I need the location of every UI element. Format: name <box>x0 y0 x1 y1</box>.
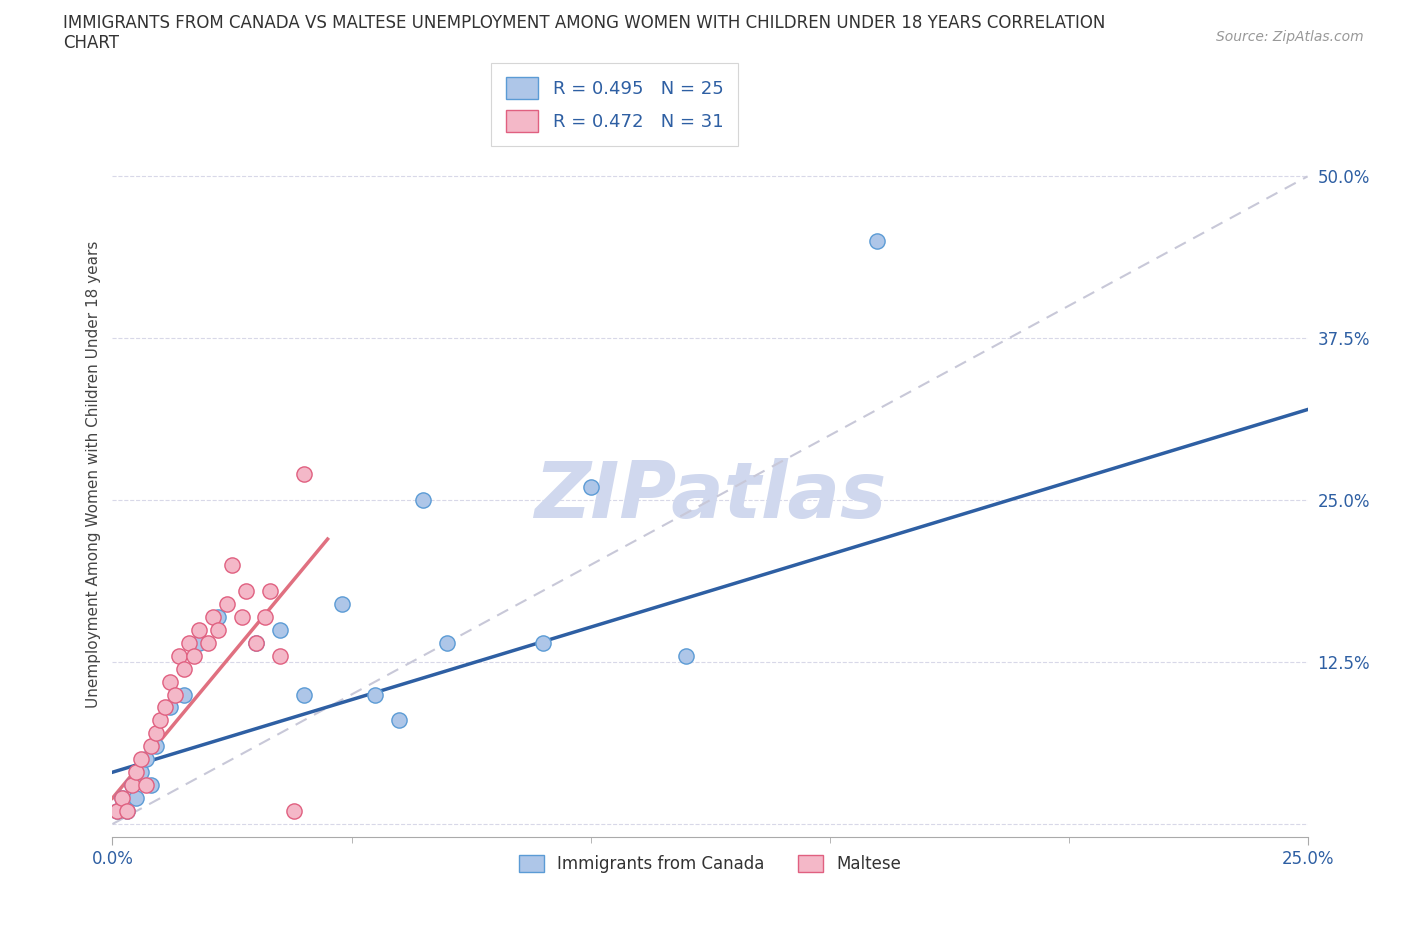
Point <box>121 777 143 792</box>
Point <box>115 804 138 818</box>
Point <box>235 583 257 598</box>
Text: CHART: CHART <box>63 34 120 52</box>
Point <box>125 790 148 805</box>
Point <box>139 738 162 753</box>
Point <box>105 804 128 818</box>
Point <box>169 648 191 663</box>
Point <box>173 687 195 702</box>
Point <box>259 583 281 598</box>
Point <box>269 622 291 637</box>
Point <box>145 738 167 753</box>
Point <box>292 467 315 482</box>
Point <box>129 764 152 779</box>
Point <box>207 609 229 624</box>
Point <box>163 687 186 702</box>
Point <box>197 635 219 650</box>
Point <box>125 764 148 779</box>
Point <box>364 687 387 702</box>
Point <box>245 635 267 650</box>
Point <box>283 804 305 818</box>
Point <box>531 635 554 650</box>
Point <box>159 700 181 715</box>
Point <box>579 480 602 495</box>
Point <box>231 609 253 624</box>
Point <box>254 609 277 624</box>
Point <box>173 661 195 676</box>
Point <box>159 674 181 689</box>
Point <box>153 700 176 715</box>
Point <box>207 622 229 637</box>
Point <box>330 596 353 611</box>
Point <box>129 751 152 766</box>
Point <box>201 609 224 624</box>
Point <box>145 726 167 741</box>
Point <box>436 635 458 650</box>
Point <box>866 233 889 248</box>
Point <box>675 648 697 663</box>
Point <box>388 713 411 728</box>
Point <box>221 558 243 573</box>
Text: ZIPatlas: ZIPatlas <box>534 458 886 534</box>
Point <box>121 777 143 792</box>
Point <box>111 790 134 805</box>
Text: IMMIGRANTS FROM CANADA VS MALTESE UNEMPLOYMENT AMONG WOMEN WITH CHILDREN UNDER 1: IMMIGRANTS FROM CANADA VS MALTESE UNEMPL… <box>63 14 1105 32</box>
Point <box>115 804 138 818</box>
Point <box>111 790 134 805</box>
Point <box>217 596 239 611</box>
Point <box>135 751 157 766</box>
Point <box>183 648 205 663</box>
Text: Source: ZipAtlas.com: Source: ZipAtlas.com <box>1216 30 1364 44</box>
Point <box>149 713 172 728</box>
Point <box>269 648 291 663</box>
Point <box>105 804 128 818</box>
Point <box>139 777 162 792</box>
Point <box>412 493 434 508</box>
Y-axis label: Unemployment Among Women with Children Under 18 years: Unemployment Among Women with Children U… <box>86 241 101 708</box>
Legend: Immigrants from Canada, Maltese: Immigrants from Canada, Maltese <box>512 848 908 880</box>
Point <box>135 777 157 792</box>
Point <box>187 622 209 637</box>
Point <box>245 635 267 650</box>
Point <box>187 635 209 650</box>
Point <box>177 635 200 650</box>
Point <box>292 687 315 702</box>
